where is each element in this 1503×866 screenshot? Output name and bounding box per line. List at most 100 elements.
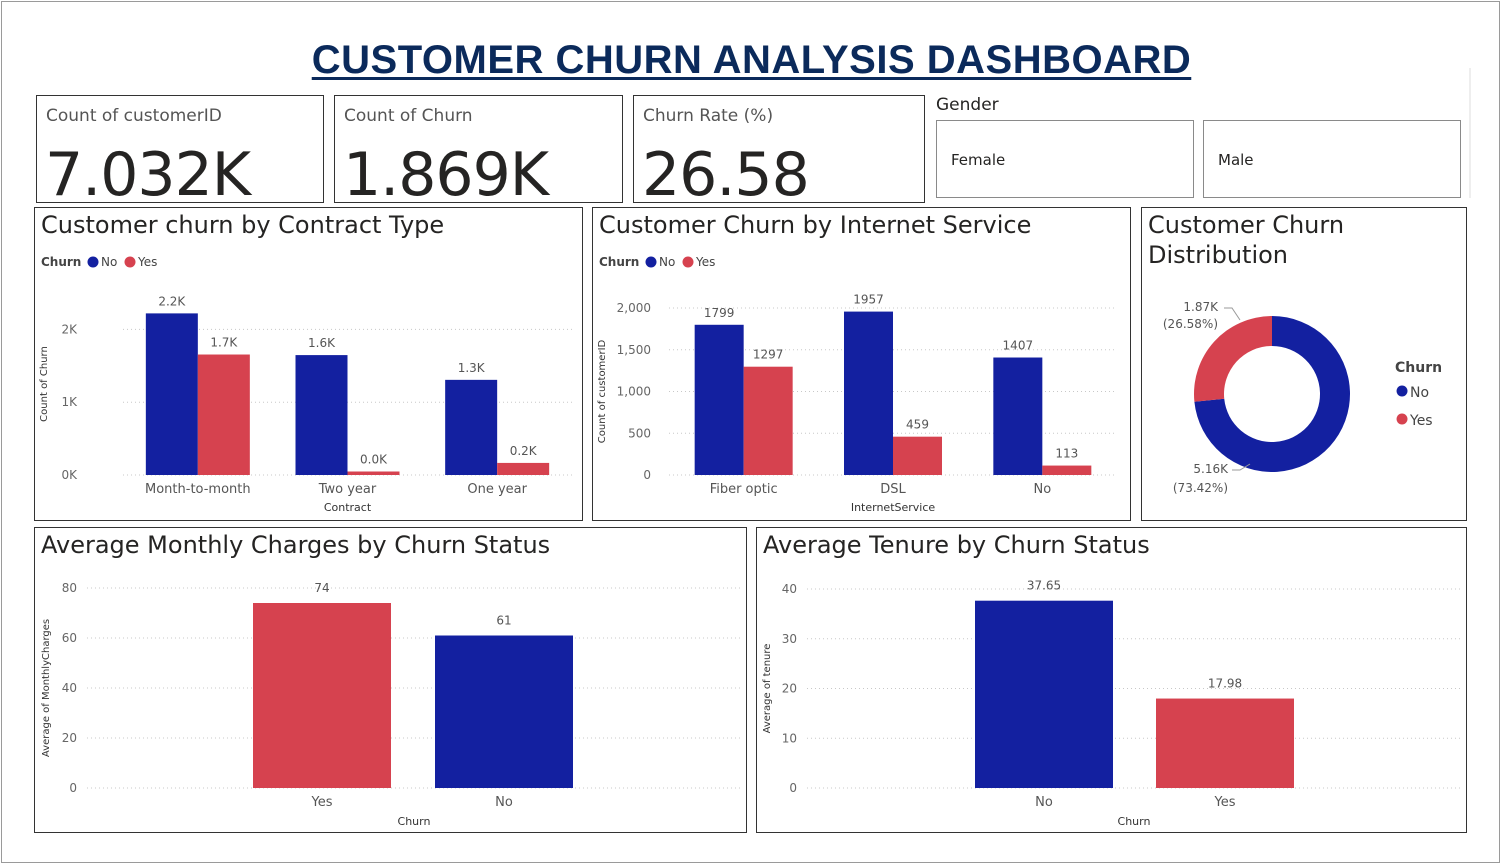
x-tick-label: Two year — [318, 482, 377, 497]
bar-no — [435, 635, 573, 788]
leader-line — [1224, 307, 1241, 321]
gender-option-male[interactable]: Male — [1203, 120, 1461, 198]
gender-option-female[interactable]: Female — [936, 120, 1194, 198]
slice-label-value: 5.16K — [1193, 462, 1229, 476]
tenure-chart: 0 10 20 30 40 37.65 No 17.98 Yes Churn Average of … — [762, 579, 1461, 828]
internet-churn-chart: Churn No Yes 0 500 1,000 1,500 2,000 1799 1297 Fib… — [597, 255, 1117, 514]
data-label: 1.7K — [210, 336, 238, 350]
x-tick-label: No — [1035, 795, 1053, 810]
contract-churn-chart: Churn No Yes 0K 1K 2K 2.2K 1.7K Month-to-month 1.… — [39, 255, 572, 514]
data-label: 61 — [496, 614, 511, 628]
x-tick-label: One year — [467, 482, 527, 497]
data-label: 1799 — [704, 306, 735, 320]
kpi-value: 7.032K — [45, 140, 251, 210]
y-tick-label: 80 — [62, 581, 77, 595]
bar-yes — [893, 436, 942, 475]
x-tick-label: No — [495, 795, 513, 810]
slice-label-percent: (73.42%) — [1173, 481, 1228, 495]
chart-panel-contract: Customer churn by Contract Type Churn No Y… — [34, 207, 583, 521]
data-label: 0.0K — [360, 453, 388, 467]
bar-no — [295, 355, 348, 475]
y-axis-title: Average of tenure — [762, 644, 773, 734]
x-tick-label: Yes — [311, 795, 333, 810]
y-tick-label: 1,000 — [617, 385, 651, 399]
gender-option-label: Female — [951, 151, 1006, 169]
bar-no — [975, 600, 1113, 788]
bar-yes — [347, 471, 400, 475]
data-label: 0.2K — [510, 444, 538, 458]
chart-panel-tenure: Average Tenure by Churn Status 0 10 20 30 40… — [756, 527, 1467, 833]
legend-label-yes: Yes — [137, 255, 157, 269]
data-label: 1.6K — [308, 336, 336, 350]
data-label: 459 — [906, 418, 929, 432]
x-axis-title: Churn — [1118, 815, 1151, 828]
churn-distribution-chart: 1.87K (26.58%) 5.16K (73.42%) Churn No Yes — [1163, 300, 1442, 495]
data-label: 37.65 — [1027, 579, 1061, 593]
y-tick-label: 2K — [61, 322, 78, 336]
donut-slice-yes — [1194, 316, 1272, 402]
legend-title: Churn — [599, 255, 639, 269]
y-tick-label: 0 — [69, 781, 77, 795]
bar-yes — [1156, 698, 1294, 788]
slice-label-value: 1.87K — [1183, 300, 1219, 314]
x-tick-label: Fiber optic — [710, 482, 778, 497]
x-axis-title: Contract — [324, 501, 372, 514]
chart-title: Customer Churn Distribution — [1148, 210, 1408, 270]
kpi-value: 1.869K — [343, 140, 549, 210]
legend-marker-yes — [1396, 413, 1408, 425]
kpi-card-customer-count: Count of customerID 7.032K — [36, 95, 324, 210]
chart-panel-monthly-charges: Average Monthly Charges by Churn Status … — [34, 527, 747, 833]
kpi-card-churn-count: Count of Churn 1.869K — [334, 95, 623, 210]
data-label: 1297 — [753, 348, 784, 362]
gender-option-label: Male — [1218, 151, 1254, 169]
x-tick-label: Yes — [1214, 795, 1236, 810]
chart-title: Average Monthly Charges by Churn Status — [41, 531, 551, 559]
kpi-label: Count of customerID — [46, 106, 222, 126]
chart-panel-distribution: Customer Churn Distribution 1.87K (26.58%… — [1141, 207, 1467, 521]
legend-marker-no — [87, 256, 99, 268]
bar-no — [844, 311, 893, 475]
y-tick-label: 20 — [782, 682, 797, 696]
y-axis-title: Average of MonthlyCharges — [41, 619, 52, 757]
legend-label-no: No — [1410, 385, 1429, 401]
legend-label-yes: Yes — [1409, 413, 1433, 429]
legend-label-yes: Yes — [695, 255, 715, 269]
data-label: 113 — [1055, 447, 1078, 461]
y-tick-label: 1,500 — [617, 343, 651, 357]
y-tick-label: 20 — [62, 731, 77, 745]
data-label: 2.2K — [158, 294, 186, 308]
legend-marker-no — [645, 256, 657, 268]
legend-title: Churn — [1395, 360, 1442, 376]
y-tick-label: 0 — [789, 781, 797, 795]
y-tick-label: 0 — [643, 468, 651, 482]
kpi-label: Churn Rate (%) — [643, 106, 774, 126]
bar-yes — [743, 366, 793, 475]
gender-slicer-title: Gender — [936, 95, 999, 115]
bar-yes — [1042, 465, 1092, 475]
x-tick-label: Month-to-month — [145, 482, 251, 497]
legend-label-no: No — [101, 255, 117, 269]
data-label: 74 — [314, 581, 329, 595]
y-tick-label: 0K — [61, 468, 78, 482]
x-tick-label: DSL — [880, 482, 906, 497]
y-tick-label: 30 — [782, 632, 797, 646]
chart-title: Customer Churn by Internet Service — [599, 211, 1032, 239]
chart-panel-internet: Customer Churn by Internet Service Churn… — [592, 207, 1131, 521]
data-label: 17.98 — [1208, 677, 1242, 691]
bar-yes — [497, 462, 550, 475]
bar-no — [694, 324, 744, 475]
x-axis-title: InternetService — [851, 501, 936, 514]
chart-title: Average Tenure by Churn Status — [763, 531, 1150, 559]
y-tick-label: 1K — [61, 395, 78, 409]
legend-title: Churn — [41, 255, 81, 269]
leader-line — [1232, 463, 1251, 471]
y-tick-label: 40 — [782, 582, 797, 596]
y-tick-label: 10 — [782, 731, 797, 745]
bar-yes — [197, 354, 250, 475]
data-label: 1.3K — [458, 361, 486, 375]
x-tick-label: No — [1033, 482, 1051, 497]
page-title: CUSTOMER CHURN ANALYSIS DASHBOARD — [311, 38, 1192, 82]
bar-no — [445, 379, 498, 475]
legend-marker-no — [1396, 385, 1408, 397]
